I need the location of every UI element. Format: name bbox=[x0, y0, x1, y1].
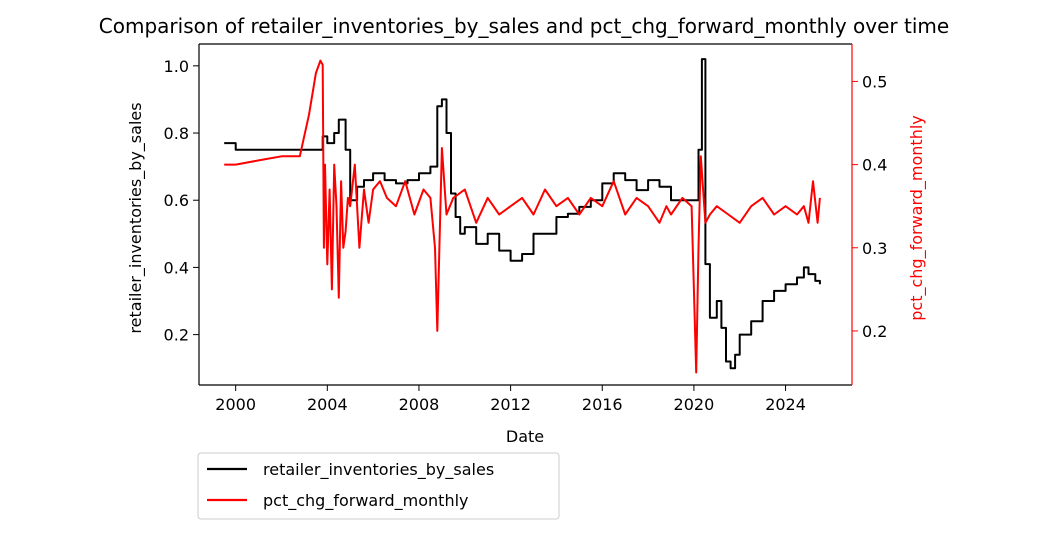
x-axis-ticks: 2000 2004 2008 2012 2016 2020 2024 bbox=[215, 385, 806, 414]
left-y-tick-label: 0.4 bbox=[164, 258, 189, 277]
right-y-axis-ticks: 0.2 0.3 0.4 0.5 bbox=[852, 72, 887, 341]
x-tick-label: 2008 bbox=[399, 395, 440, 414]
left-y-tick-label: 0.8 bbox=[164, 124, 189, 143]
left-y-tick-label: 0.2 bbox=[164, 326, 189, 345]
legend-label-left-series: retailer_inventories_by_sales bbox=[263, 460, 494, 480]
series-line bbox=[224, 58, 821, 370]
x-tick-label: 2020 bbox=[674, 395, 715, 414]
right-y-tick-label: 0.4 bbox=[862, 156, 887, 175]
right-y-tick-label: 0.3 bbox=[862, 239, 887, 258]
right-y-tick-label: 0.5 bbox=[862, 72, 887, 91]
x-tick-label: 2024 bbox=[765, 395, 806, 414]
left-y-tick-label: 1.0 bbox=[164, 57, 189, 76]
x-tick-label: 2016 bbox=[582, 395, 623, 414]
left-y-tick-label: 0.6 bbox=[164, 191, 189, 210]
x-axis-label: Date bbox=[506, 427, 544, 446]
x-tick-label: 2012 bbox=[490, 395, 531, 414]
left-y-axis-ticks: 0.2 0.4 0.6 0.8 1.0 bbox=[164, 57, 199, 345]
right-y-axis-label: pct_chg_forward_monthly bbox=[907, 115, 927, 321]
series-pct-chg-forward-monthly bbox=[224, 59, 821, 374]
left-y-axis-label: retailer_inventories_by_sales bbox=[126, 102, 146, 333]
x-tick-label: 2004 bbox=[307, 395, 348, 414]
series-line bbox=[224, 59, 821, 374]
legend-label-right-series: pct_chg_forward_monthly bbox=[263, 491, 469, 511]
chart-title: Comparison of retailer_inventories_by_sa… bbox=[99, 14, 949, 38]
legend: retailer_inventories_by_sales pct_chg_fo… bbox=[197, 452, 560, 520]
right-y-tick-label: 0.2 bbox=[862, 322, 887, 341]
series-retailer-inventories-by-sales bbox=[224, 58, 821, 370]
x-tick-label: 2000 bbox=[215, 395, 256, 414]
legend-frame bbox=[197, 452, 560, 520]
